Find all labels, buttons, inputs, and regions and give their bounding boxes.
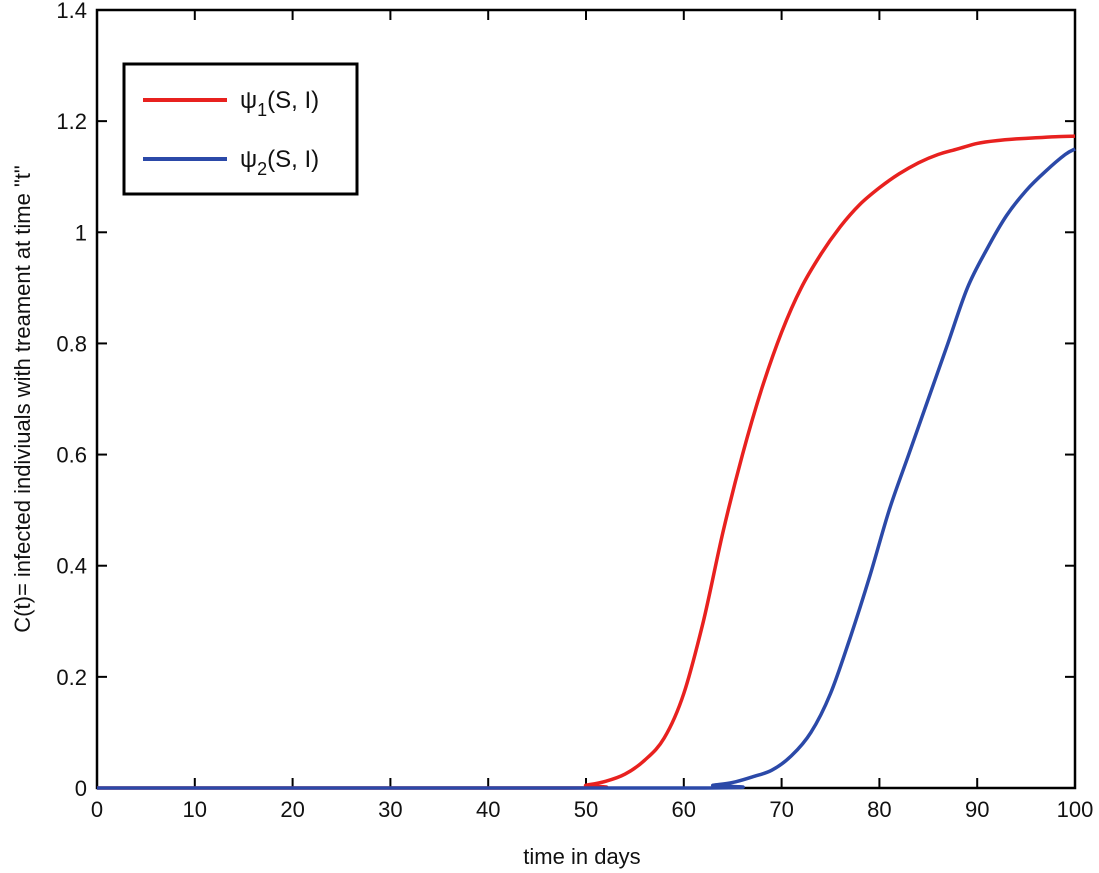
x-tick-label: 30	[378, 797, 402, 822]
series-line-psi1	[97, 134, 1076, 790]
y-tick-label: 0.4	[56, 554, 87, 579]
y-tick-label: 0.8	[56, 331, 87, 356]
x-tick-label: 80	[867, 797, 891, 822]
legend-label-psi1: ψ1(S, I)	[240, 87, 319, 120]
y-axis-title: C(t)= infected indiviuals with treament …	[10, 165, 35, 632]
legend-box	[122, 62, 359, 196]
series-group	[97, 134, 1076, 790]
x-tick-label: 40	[476, 797, 500, 822]
legend: ψ1(S, I) ψ2(S, I)	[122, 62, 359, 196]
y-tick-label: 0	[75, 776, 87, 801]
x-axis: 0 10 20 30 40 50 60 70 80 90 100	[91, 10, 1093, 822]
legend-label-psi2: ψ2(S, I)	[240, 146, 319, 179]
x-tick-label: 0	[91, 797, 103, 822]
y-tick-label: 1.4	[56, 0, 87, 23]
x-tick-label: 90	[965, 797, 989, 822]
y-axis: 0 0.2 0.4 0.6 0.8 1 1.2 1.4	[56, 0, 1075, 801]
y-tick-label: 1.2	[56, 109, 87, 134]
x-tick-label: 10	[183, 797, 207, 822]
y-tick-label: 0.6	[56, 443, 87, 468]
x-tick-label: 50	[574, 797, 598, 822]
x-tick-label: 60	[672, 797, 696, 822]
x-tick-label: 20	[280, 797, 304, 822]
series-line-psi2	[97, 147, 1076, 790]
y-tick-label: 0.2	[56, 665, 87, 690]
x-tick-label: 70	[769, 797, 793, 822]
x-axis-title: time in days	[523, 844, 640, 869]
x-tick-label: 100	[1057, 797, 1094, 822]
y-tick-label: 1	[75, 220, 87, 245]
